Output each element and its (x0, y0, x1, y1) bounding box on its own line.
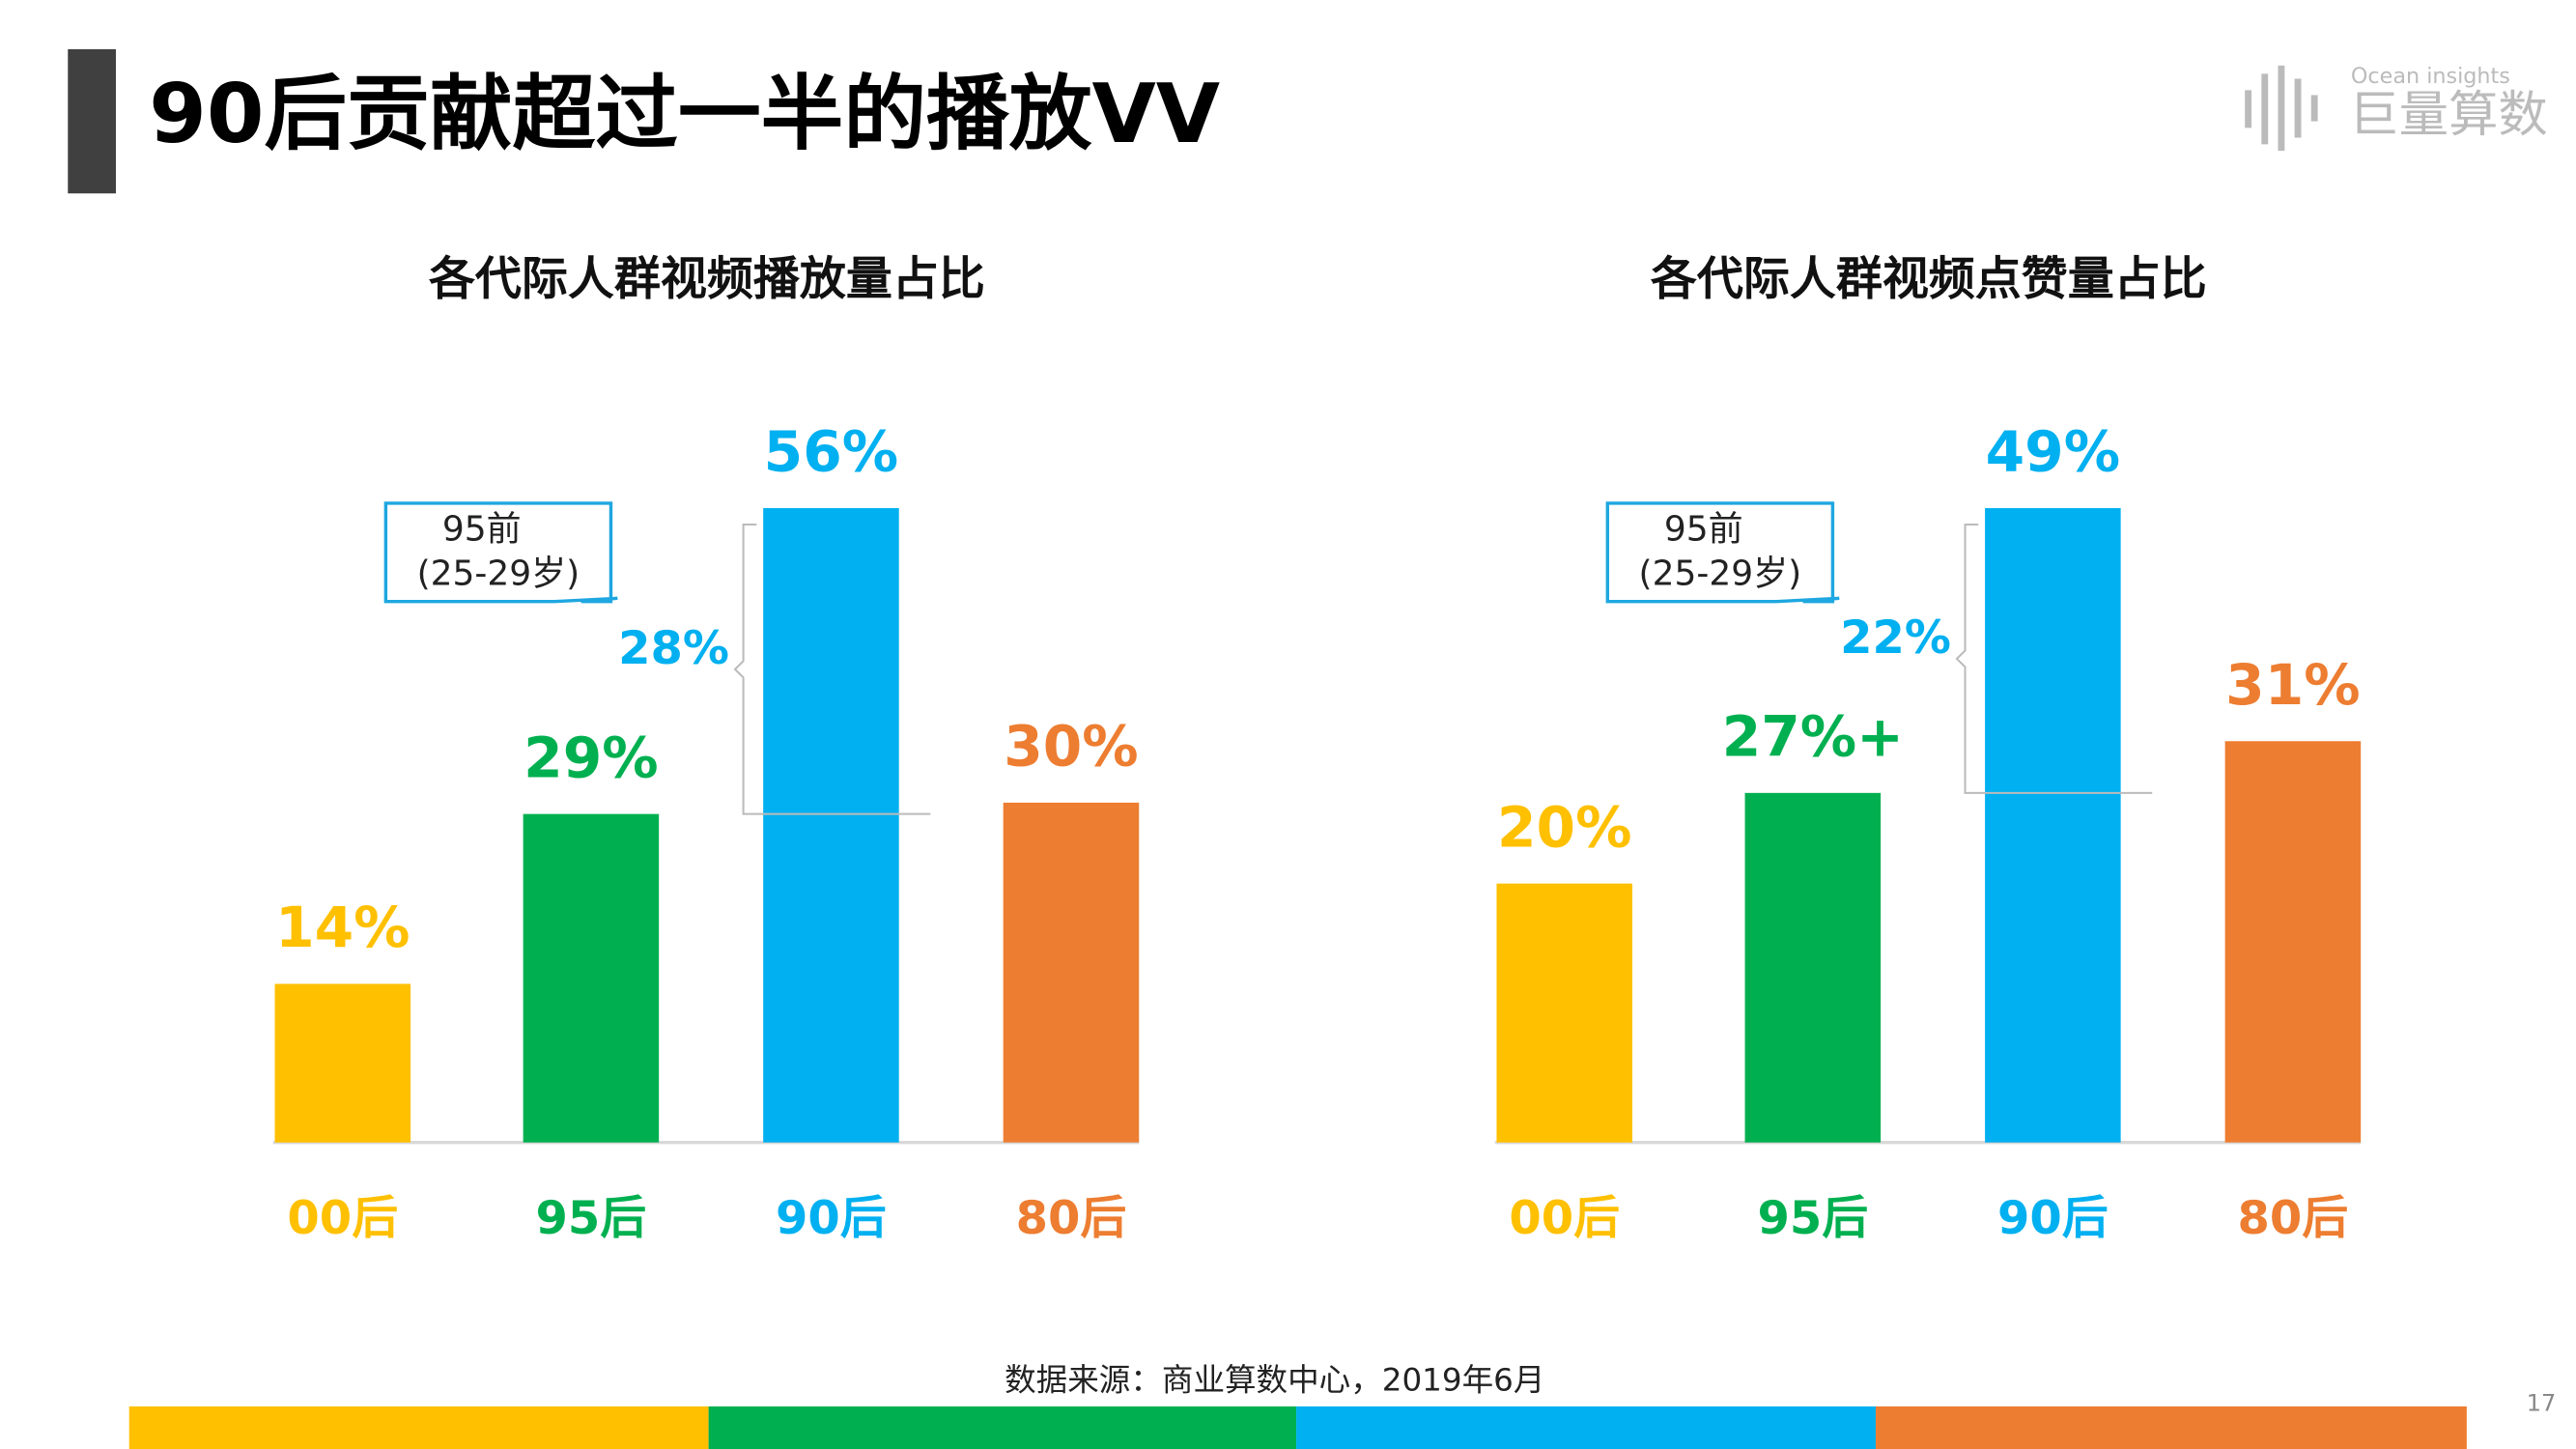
bracket (733, 523, 931, 815)
logo-text: 巨量算数 (2349, 87, 2548, 144)
callout-box (1605, 501, 1840, 604)
footer-strip (128, 1406, 709, 1449)
value-label: 20% (1497, 795, 1631, 861)
x-tick-label: 00后 (287, 1192, 398, 1245)
x-tick-label: 00后 (1509, 1192, 1620, 1245)
source: 数据来源：商业算数中心，2019年6月 (1005, 1362, 1544, 1399)
bar (1496, 883, 1633, 1143)
x-tick-label: 90后 (1997, 1192, 2109, 1245)
bar (2224, 741, 2362, 1143)
callout-box (383, 501, 618, 604)
value-label: 14% (275, 895, 410, 961)
bracket-label: 22% (1840, 611, 1951, 665)
callout-line: 95前 (442, 510, 522, 550)
footer-strip (1875, 1406, 2467, 1449)
bracket (1955, 523, 2153, 794)
x-tick-label: 80后 (2238, 1192, 2349, 1245)
value-label: 56% (764, 419, 898, 485)
page-title: 90后贡献超过一半的播放VV (149, 68, 1220, 163)
footer-strip (708, 1406, 1297, 1449)
logo: Ocean insights 巨量算数 (2245, 64, 2548, 152)
value-label: 27%+ (1722, 704, 1904, 770)
chart-title: 各代际人群视频播放量占比 (429, 253, 985, 306)
value-label: 29% (524, 725, 658, 791)
x-tick-label: 80后 (1016, 1192, 1127, 1245)
x-tick-label: 95后 (1757, 1192, 1868, 1245)
value-label: 31% (2225, 652, 2360, 718)
logo-subtitle: Ocean insights (2351, 64, 2510, 89)
bar (523, 813, 660, 1143)
callout-line: (25-29岁) (417, 554, 580, 594)
bar (274, 983, 411, 1143)
footer-strip (1296, 1406, 1876, 1449)
bar (763, 508, 899, 1143)
x-tick-label: 90后 (776, 1192, 887, 1245)
value-label: 49% (1986, 419, 2120, 485)
bracket-label: 28% (618, 622, 729, 675)
bar (1985, 508, 2121, 1143)
bar (1744, 792, 1882, 1143)
chart-title: 各代际人群视频点赞量占比 (1651, 253, 2207, 306)
x-tick-label: 95后 (536, 1192, 647, 1245)
callout-line: (25-29岁) (1639, 554, 1802, 594)
page-number: 17 (2527, 1390, 2557, 1417)
bar (1003, 802, 1140, 1143)
title-bar (68, 48, 116, 194)
value-label: 30% (1004, 714, 1138, 780)
callout-line: 95前 (1664, 510, 1743, 550)
